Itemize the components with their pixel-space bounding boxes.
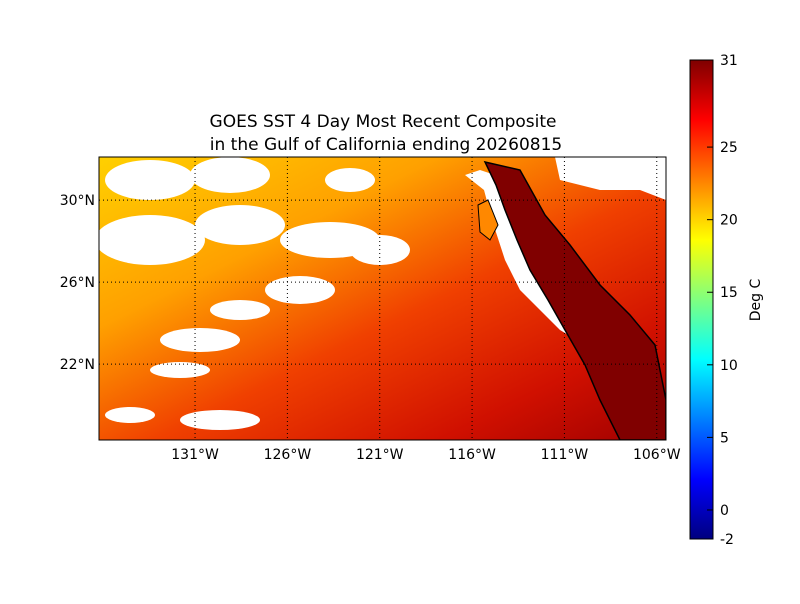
colorbar-tick-label: 0 bbox=[720, 503, 729, 519]
colorbar-label: Deg C bbox=[748, 279, 764, 322]
lat-tick-label: 26°N bbox=[60, 275, 95, 291]
lon-tick-label: 121°W bbox=[356, 447, 404, 463]
lat-tick-label: 30°N bbox=[60, 193, 95, 209]
colorbar-tick-label: 15 bbox=[720, 285, 738, 301]
colorbar-tick-label: 5 bbox=[720, 430, 729, 446]
lon-tick-label: 106°W bbox=[633, 447, 681, 463]
map-area bbox=[99, 157, 666, 440]
land-mexico bbox=[483, 160, 666, 440]
clouds bbox=[99, 157, 410, 430]
map-frame bbox=[98, 156, 667, 441]
colorbar-tick-label: 25 bbox=[720, 140, 738, 156]
lat-tick-label: 22°N bbox=[60, 357, 95, 373]
lon-tick-label: 116°W bbox=[448, 447, 496, 463]
colorbar-tick-label: 10 bbox=[720, 358, 738, 374]
title-line: GOES SST 4 Day Most Recent Composite bbox=[210, 112, 557, 132]
title-line: in the Gulf of California ending 2026081… bbox=[210, 135, 562, 155]
colorbar-tick-label: 31 bbox=[720, 53, 738, 69]
colorbar-tick-label: -2 bbox=[720, 532, 734, 548]
lon-tick-label: 126°W bbox=[264, 447, 312, 463]
lon-tick-label: 111°W bbox=[541, 447, 589, 463]
coastal-water bbox=[477, 199, 499, 241]
lon-tick-label: 131°W bbox=[171, 447, 219, 463]
land-north bbox=[462, 157, 666, 200]
colorbar bbox=[689, 59, 714, 540]
colorbar-tick-label: 20 bbox=[720, 213, 738, 229]
